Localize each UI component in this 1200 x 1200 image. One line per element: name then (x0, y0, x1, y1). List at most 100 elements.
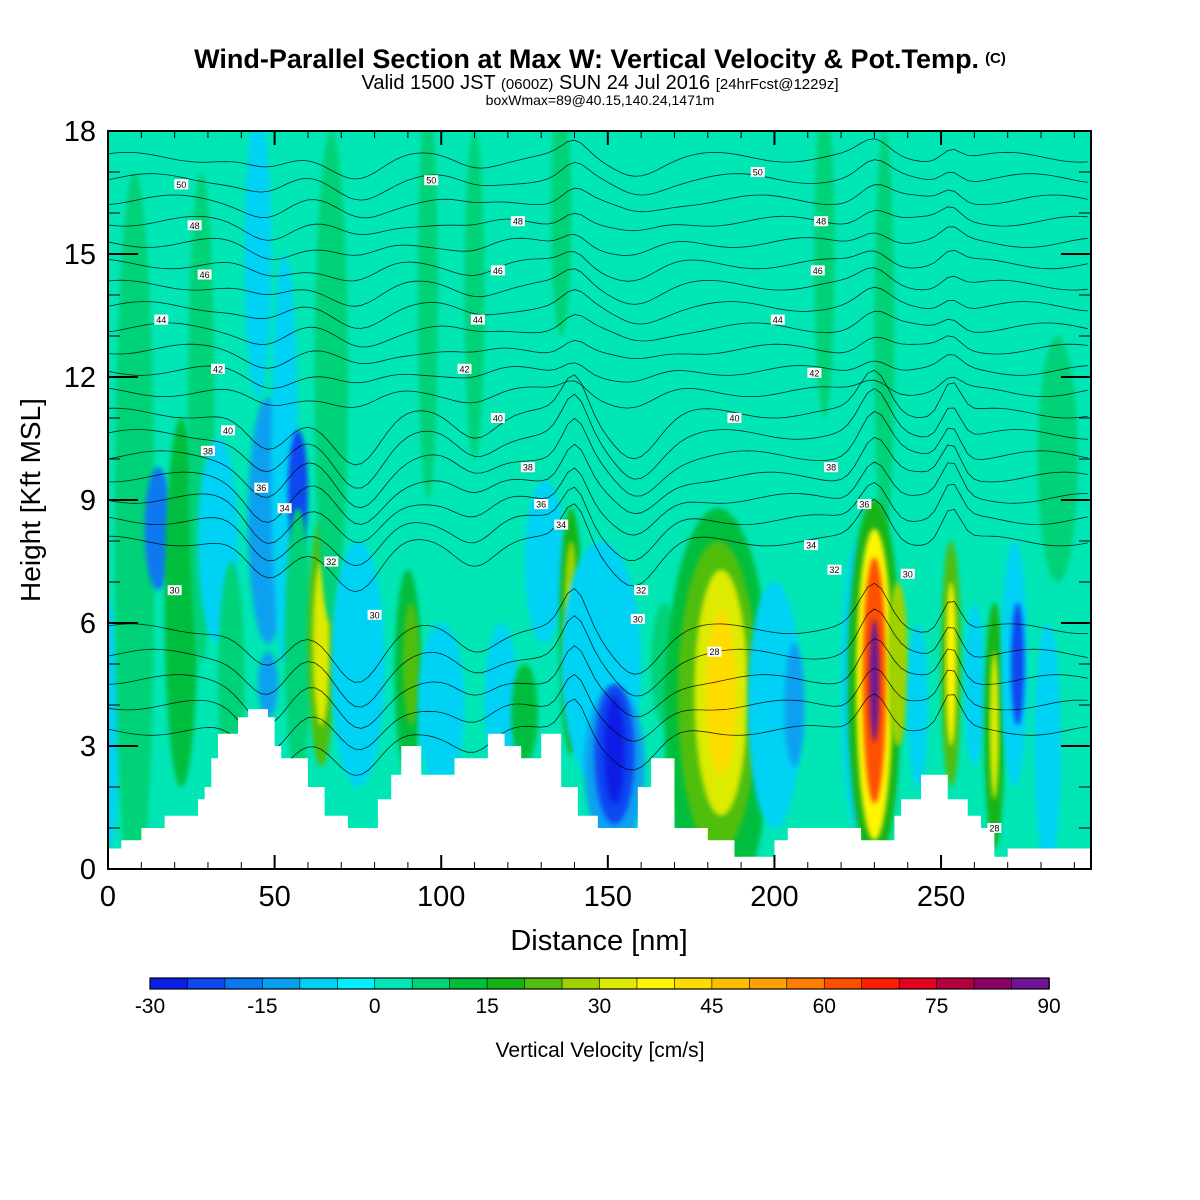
colorbar-swatch (749, 977, 788, 990)
theta-contour-label: 44 (770, 314, 785, 325)
colorbar-tick-label: 15 (475, 995, 498, 1018)
colorbar-swatch (374, 977, 414, 990)
vv-cell (604, 696, 625, 804)
theta-contour-label: 34 (277, 503, 292, 514)
theta-contour-label: 38 (200, 445, 215, 456)
colorbar-swatch (898, 977, 938, 990)
colorbar-swatch (599, 977, 638, 990)
colorbar-swatch (973, 977, 1013, 990)
colorbar-tick-label: 90 (1037, 995, 1060, 1018)
x-tick-label: 200 (750, 881, 798, 913)
theta-contour-line (108, 354, 1088, 389)
theta-contour-line (108, 461, 1088, 545)
svg-text:46: 46 (200, 270, 210, 280)
y-tick-label: 12 (64, 362, 96, 394)
y-tick-label: 9 (80, 485, 96, 517)
colorbar-tick-label: 30 (588, 995, 611, 1018)
theta-contour-label: 40 (727, 413, 742, 424)
valid-zulu-text: (0600Z) (500, 76, 554, 93)
x-tick-label: 150 (584, 881, 632, 913)
colorbar-swatch (823, 977, 863, 990)
colorbar-swatch (299, 977, 339, 990)
y-tick-label: 18 (64, 116, 96, 148)
vv-cell (907, 623, 928, 787)
svg-text:48: 48 (190, 221, 200, 231)
theta-contour-label: 34 (804, 540, 819, 551)
vv-cell (706, 610, 737, 775)
svg-text:32: 32 (326, 557, 336, 567)
theta-contour-line (108, 369, 1088, 466)
theta-contour-label: 34 (554, 519, 569, 530)
vv-cell (284, 508, 312, 779)
theta-contour-label: 48 (814, 216, 829, 227)
theta-contour-label: 46 (197, 269, 212, 280)
chart-title: Wind-Parallel Section at Max W: Vertical… (0, 44, 1200, 75)
svg-text:36: 36 (536, 500, 546, 510)
svg-text:46: 46 (813, 266, 823, 276)
theta-contour-label: 50 (424, 175, 439, 186)
theta-contour-label: 36 (857, 499, 872, 510)
colorbar-swatch (524, 977, 563, 990)
theta-contour-label: 44 (154, 314, 169, 325)
theta-contour-label: 32 (827, 564, 842, 575)
theta-contour-label: 46 (810, 265, 825, 276)
colorbar-swatch (187, 977, 226, 990)
theta-contour-label: 30 (630, 613, 645, 624)
x-axis: 0 50 100 150 200 250 (100, 131, 1075, 913)
vv-cell (402, 602, 420, 726)
theta-contour-label: 28 (707, 646, 722, 657)
colorbar-tick-label: 60 (813, 995, 836, 1018)
vertical-velocity-field (108, 131, 1078, 869)
colorbar-swatch (786, 977, 826, 990)
theta-contour-line (108, 286, 1088, 329)
y-tick-label: 3 (80, 731, 96, 763)
forecast-tag-text: [24hrFcst@1229z] (715, 76, 839, 93)
theta-contour-label: 38 (824, 462, 839, 473)
valid-date-text: SUN 24 Jul 2016 (558, 72, 711, 94)
vv-cell (331, 541, 385, 787)
theta-contour-line (108, 582, 1088, 683)
svg-text:48: 48 (513, 217, 523, 227)
svg-text:32: 32 (829, 565, 839, 575)
theta-contour-line (108, 335, 1088, 369)
svg-text:38: 38 (203, 446, 213, 456)
vv-cell (964, 602, 985, 767)
theta-contour-line (108, 482, 1088, 567)
colorbar: -30 -15 0 15 30 45 60 75 90 (135, 977, 1061, 1018)
title-tag: (C) (985, 50, 1006, 67)
vv-cell (874, 131, 895, 541)
colorbar-frame (149, 977, 1050, 990)
theta-contour-label: 48 (187, 220, 202, 231)
colorbar-swatch (486, 977, 526, 990)
theta-contour-line (108, 206, 1088, 241)
theta-contour-label: 50 (174, 179, 189, 190)
svg-text:28: 28 (989, 824, 999, 834)
svg-text:40: 40 (493, 414, 503, 424)
theta-contour-label: 46 (490, 265, 505, 276)
svg-text:34: 34 (556, 520, 566, 530)
colorbar-swatch (449, 977, 488, 990)
x-tick-label: 0 (100, 881, 116, 913)
theta-contour-label: 48 (510, 216, 525, 227)
svg-text:36: 36 (256, 483, 266, 493)
colorbar-swatch (262, 977, 301, 990)
svg-text:40: 40 (729, 414, 739, 424)
theta-contour-line (108, 138, 1088, 180)
theta-contour-line (108, 410, 1088, 509)
colorbar-swatch (1011, 977, 1050, 990)
theta-contour-line (108, 608, 1088, 708)
svg-text:38: 38 (523, 463, 533, 473)
chart-subtitle: Valid 1500 JST (0600Z) SUN 24 Jul 2016 [… (0, 72, 1200, 96)
vv-cell (869, 618, 880, 742)
plot-area: 50 50 50 48 48 48 46 46 46 44 44 44 42 42 42 40 40 40 38 38… (107, 130, 1092, 870)
colorbar-swatch (861, 977, 900, 990)
theta-contour-label: 40 (220, 425, 235, 436)
y-tick-label: 0 (80, 854, 96, 886)
vv-cell (1011, 602, 1025, 726)
svg-text:44: 44 (156, 315, 166, 325)
y-axis-label: Height [Kft MSL] (15, 398, 46, 602)
colorbar-swatch (149, 977, 189, 990)
vv-cell (114, 172, 155, 869)
